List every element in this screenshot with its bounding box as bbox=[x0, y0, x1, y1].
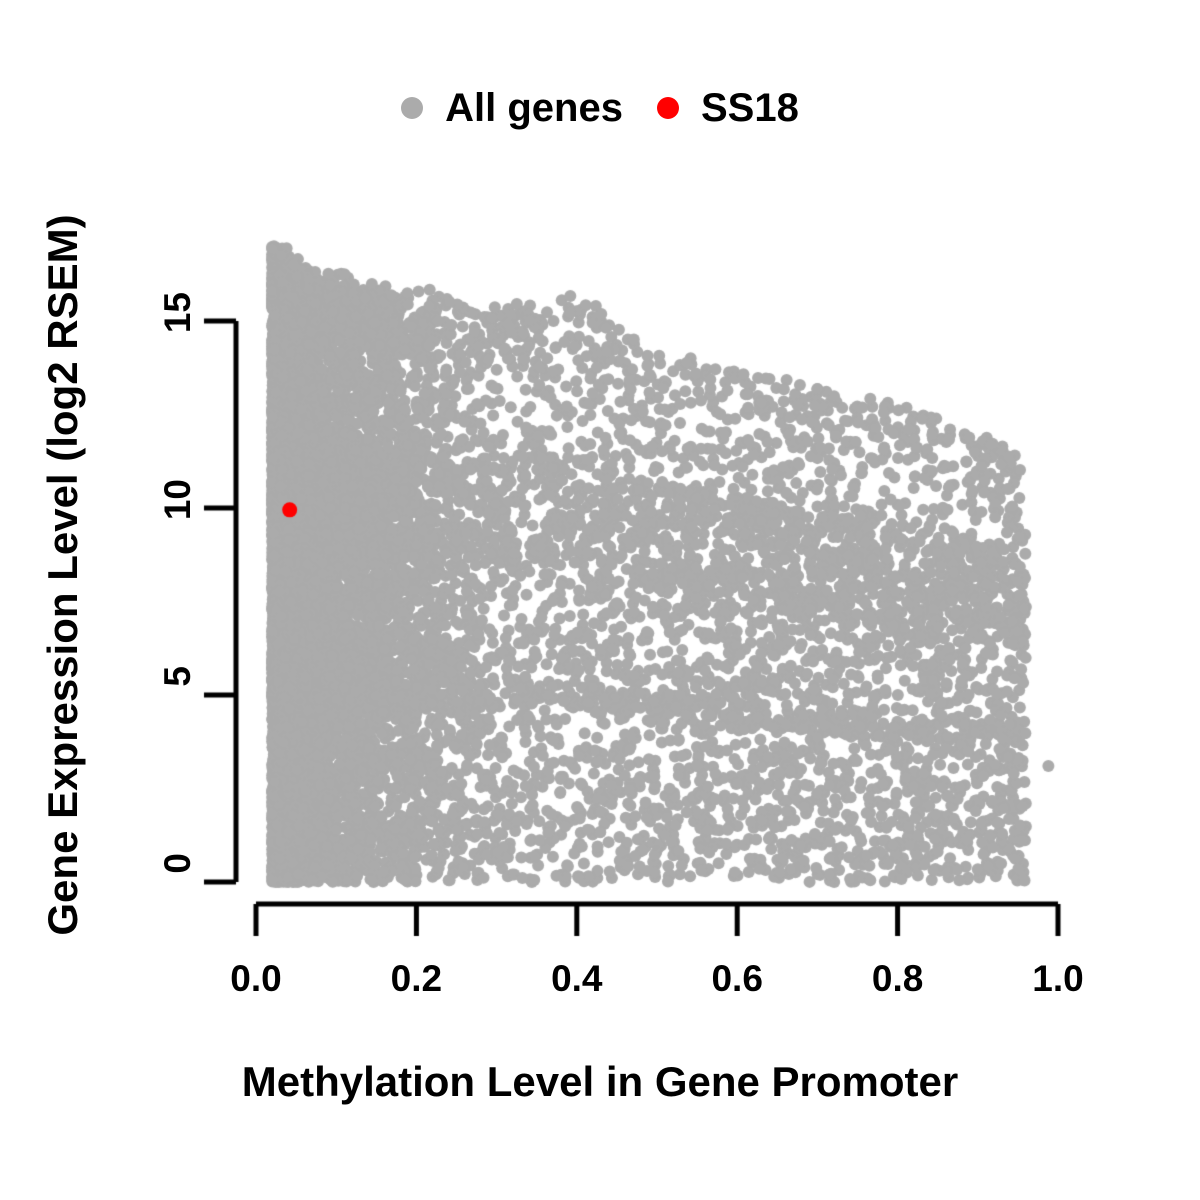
y-tick-label: 5 bbox=[157, 666, 198, 687]
x-tick-label: 0.8 bbox=[871, 958, 924, 999]
x-tick-label: 1.0 bbox=[1032, 958, 1084, 999]
x-tick-label: 0.0 bbox=[230, 958, 282, 999]
y-tick-label: 0 bbox=[157, 853, 198, 874]
y-tick-label: 15 bbox=[157, 292, 198, 334]
y-axis-title: Gene Expression Level (log2 RSEM) bbox=[39, 214, 86, 936]
x-tick-label: 0.4 bbox=[551, 958, 603, 999]
x-tick-label: 0.6 bbox=[711, 958, 763, 999]
y-tick-label: 10 bbox=[157, 479, 198, 521]
x-axis-title: Methylation Level in Gene Promoter bbox=[241, 1058, 959, 1105]
x-tick-label: 0.2 bbox=[390, 958, 443, 999]
